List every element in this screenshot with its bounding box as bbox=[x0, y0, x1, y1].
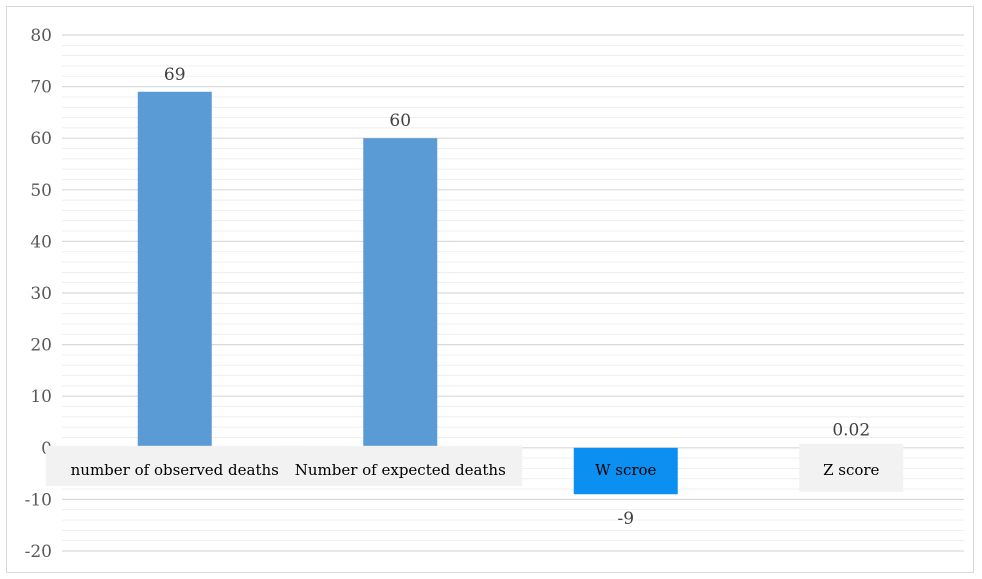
y-tick-label: 30 bbox=[30, 284, 52, 304]
bar bbox=[137, 91, 212, 448]
category-label: Z score bbox=[823, 461, 879, 479]
data-label: -9 bbox=[617, 509, 634, 529]
category-labels: number of observed deaths Number of expe… bbox=[71, 461, 880, 479]
y-tick-label: 70 bbox=[30, 78, 52, 98]
data-label: 0.02 bbox=[832, 421, 870, 441]
category-label: W scroe bbox=[595, 461, 656, 479]
category-label-box bbox=[573, 447, 678, 495]
category-label-box bbox=[45, 445, 304, 486]
y-tick-label: -20 bbox=[25, 542, 52, 562]
category-label-boxes bbox=[45, 443, 904, 495]
bars bbox=[137, 91, 889, 449]
category-label: number of observed deaths bbox=[71, 461, 279, 479]
y-tick-label: 40 bbox=[30, 232, 52, 252]
category-label-box bbox=[799, 443, 904, 492]
y-tick-label: 60 bbox=[30, 129, 52, 149]
data-labels: 69 60 -9 0.02 bbox=[164, 65, 870, 529]
y-tick-label: -10 bbox=[25, 490, 52, 510]
category-label: Number of expected deaths bbox=[295, 461, 506, 479]
category-label-box bbox=[278, 445, 523, 486]
data-label: 69 bbox=[164, 65, 186, 85]
data-label: 60 bbox=[389, 111, 411, 131]
y-tick-label: 50 bbox=[30, 181, 52, 201]
y-tick-label: 10 bbox=[30, 387, 52, 407]
y-tick-label: 20 bbox=[30, 336, 52, 356]
y-tick-label: 80 bbox=[30, 26, 52, 46]
bar bbox=[363, 138, 438, 448]
